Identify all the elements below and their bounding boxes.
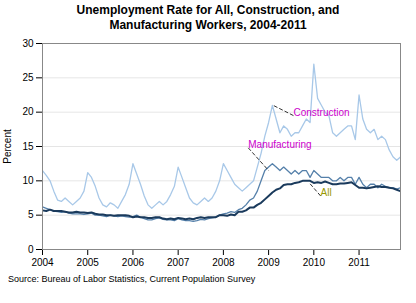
html-text:Source: Bureau of Labor Statis: Source: Bureau of Labor Statistics, Curr… bbox=[8, 274, 256, 284]
svg-text:25: 25 bbox=[22, 72, 34, 83]
svg-text:Manufacturing: Manufacturing bbox=[248, 139, 311, 150]
svg-text:2010: 2010 bbox=[303, 257, 326, 268]
svg-text:All: All bbox=[321, 187, 332, 198]
svg-text:2007: 2007 bbox=[167, 257, 190, 268]
svg-text:Construction: Construction bbox=[293, 107, 349, 118]
svg-text:2005: 2005 bbox=[77, 257, 100, 268]
svg-text:2006: 2006 bbox=[122, 257, 145, 268]
svg-text:15: 15 bbox=[22, 141, 34, 152]
svg-text:2009: 2009 bbox=[257, 257, 280, 268]
svg-text:2011: 2011 bbox=[348, 257, 370, 268]
svg-text:20: 20 bbox=[22, 106, 34, 117]
svg-text:Percent: Percent bbox=[2, 129, 13, 164]
svg-text:2004: 2004 bbox=[31, 257, 54, 268]
svg-text:30: 30 bbox=[22, 38, 34, 49]
svg-text:10: 10 bbox=[22, 175, 34, 186]
svg-text:2008: 2008 bbox=[212, 257, 235, 268]
svg-text:5: 5 bbox=[28, 209, 34, 220]
svg-text:0: 0 bbox=[28, 244, 34, 255]
html-text:Unemployment Rate for All, Con: Unemployment Rate for All, Construction,… bbox=[76, 3, 340, 32]
